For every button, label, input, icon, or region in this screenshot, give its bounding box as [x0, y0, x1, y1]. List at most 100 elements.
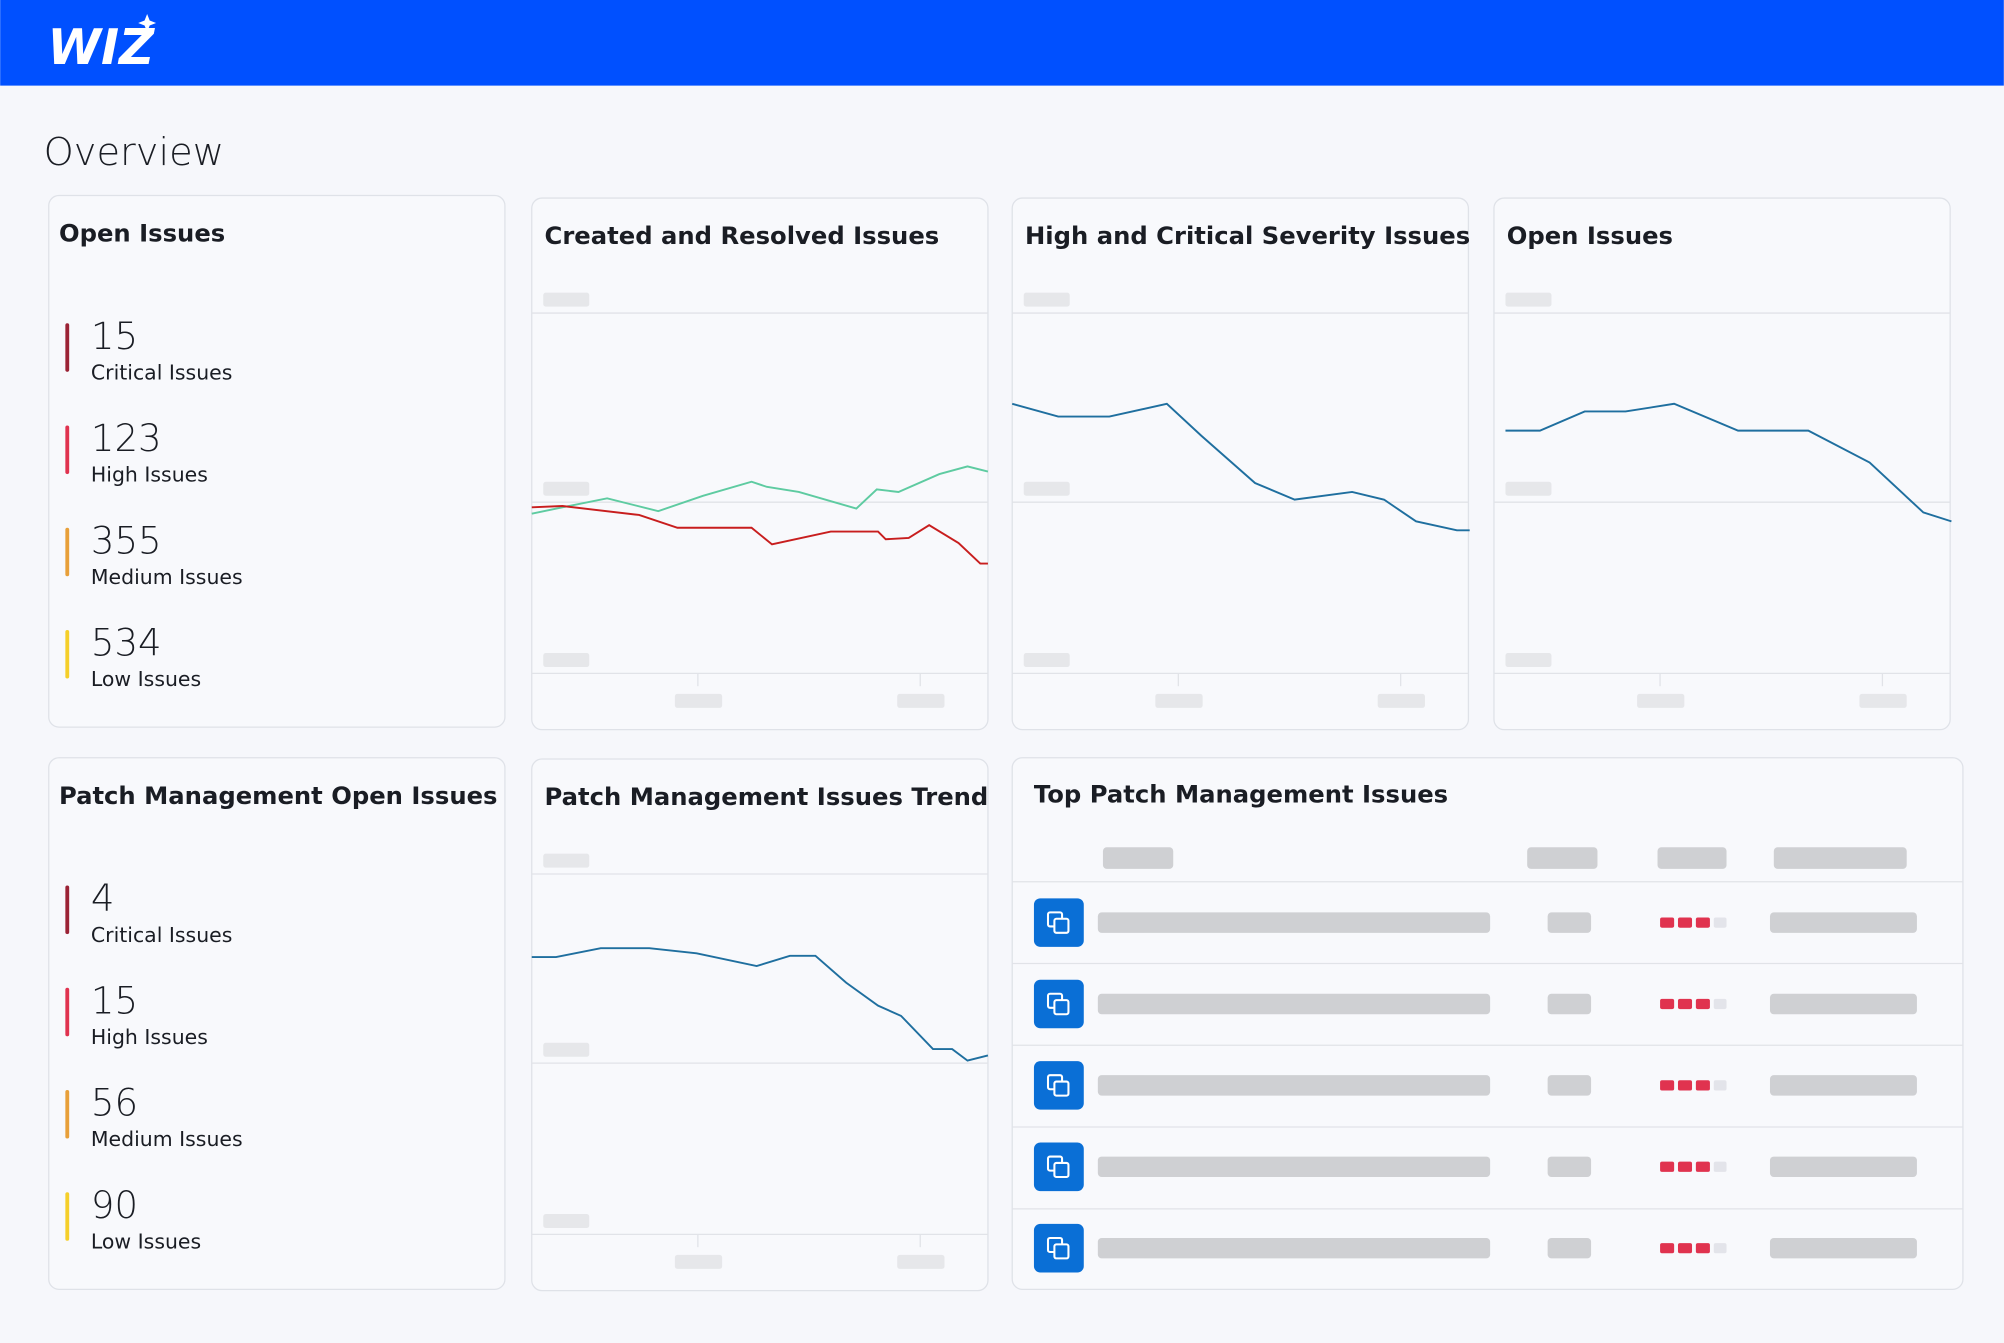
- card-title: Open Issues: [59, 219, 225, 248]
- severity-dot: [1695, 1080, 1710, 1091]
- cell-placeholder: [1769, 1237, 1917, 1259]
- severity-dot: [1660, 1243, 1675, 1254]
- severity-dot: [1660, 917, 1675, 928]
- severity-bar: [65, 1089, 70, 1139]
- icon-glyph: [1053, 917, 1070, 934]
- cell-placeholder: [1547, 1237, 1592, 1259]
- issue-label: Low Issues: [91, 667, 201, 691]
- severity-dot: [1695, 998, 1710, 1010]
- trend-line: [531, 465, 989, 515]
- name-placeholder: [1097, 1237, 1491, 1259]
- icon-glyph: [1053, 999, 1070, 1016]
- axis-label-placeholder: [1505, 292, 1552, 307]
- severity-bar: [65, 987, 70, 1037]
- logo: WIZ: [47, 20, 155, 76]
- severity-dot: [1677, 917, 1693, 928]
- severity-dot: [1660, 998, 1675, 1010]
- icon-glyph: [1053, 1080, 1070, 1097]
- axis-label-placeholder: [1023, 481, 1070, 496]
- issue-label: Critical Issues: [91, 923, 232, 947]
- card: [48, 194, 506, 728]
- issue-count: 123: [91, 417, 162, 460]
- issue-label: Low Issues: [91, 1229, 201, 1253]
- severity-bar: [65, 527, 70, 577]
- issue-label: High Issues: [91, 1025, 208, 1049]
- card: [1493, 197, 1951, 731]
- severity-bar: [65, 323, 70, 372]
- cell-placeholder: [1547, 1075, 1592, 1096]
- issue-count: 534: [91, 622, 162, 665]
- cell-placeholder: [1547, 912, 1592, 933]
- trend-line: [531, 505, 988, 565]
- severity-bar: [65, 1192, 70, 1241]
- severity-bar: [65, 885, 70, 935]
- trend-line: [531, 947, 989, 1062]
- trend-line: [1505, 402, 1952, 523]
- issue-count: 15: [91, 979, 138, 1022]
- issue-label: High Issues: [91, 463, 208, 487]
- x-label-placeholder: [1377, 693, 1425, 708]
- severity-dot: [1713, 1243, 1727, 1254]
- issue-label: Medium Issues: [91, 1127, 243, 1151]
- x-label-placeholder: [897, 1254, 945, 1269]
- issue-count: 355: [91, 519, 162, 562]
- axis-label-placeholder: [1023, 652, 1070, 668]
- card-title: Patch Management Issues Trend: [545, 782, 989, 811]
- axis-label-placeholder: [543, 853, 590, 868]
- severity-bar: [65, 629, 70, 679]
- severity-dot: [1713, 917, 1727, 928]
- card-title: High and Critical Severity Issues: [1025, 221, 1470, 250]
- card-title: Open Issues: [1507, 221, 1673, 250]
- issue-label: Critical Issues: [91, 361, 232, 385]
- severity-dot: [1695, 917, 1710, 928]
- header-placeholder: [1527, 847, 1598, 869]
- header-placeholder: [1657, 847, 1727, 869]
- cell-placeholder: [1547, 993, 1592, 1015]
- x-label-placeholder: [1859, 693, 1907, 708]
- icon-glyph: [1053, 1161, 1070, 1179]
- name-placeholder: [1097, 1075, 1491, 1096]
- name-placeholder: [1097, 993, 1491, 1015]
- axis-label-placeholder: [1023, 292, 1070, 307]
- axis-label-placeholder: [543, 292, 590, 307]
- axis-label-placeholder: [543, 652, 590, 668]
- cell-placeholder: [1769, 912, 1917, 933]
- axis-label-placeholder: [1505, 481, 1552, 496]
- header-bar: [0, 0, 2004, 86]
- severity-dot: [1677, 998, 1693, 1010]
- name-placeholder: [1097, 912, 1491, 933]
- card: [531, 758, 989, 1292]
- card: [1011, 757, 1964, 1290]
- name-placeholder: [1097, 1156, 1491, 1178]
- x-label-placeholder: [1155, 693, 1203, 708]
- card: [531, 197, 989, 731]
- axis-label-placeholder: [543, 481, 590, 496]
- card-title: Created and Resolved Issues: [545, 221, 940, 250]
- cell-placeholder: [1769, 1156, 1917, 1178]
- severity-dot: [1677, 1080, 1693, 1091]
- card: [48, 757, 506, 1290]
- card-title: Top Patch Management Issues: [1034, 779, 1448, 808]
- x-label-placeholder: [674, 1254, 723, 1269]
- issue-count: 4: [91, 877, 115, 920]
- logo-star: [138, 14, 157, 32]
- issue-count: 90: [91, 1184, 138, 1227]
- card-title: Patch Management Open Issues: [59, 781, 498, 810]
- trend-line: [1011, 402, 1470, 532]
- icon-glyph: [1053, 1243, 1070, 1260]
- cell-placeholder: [1769, 1075, 1917, 1096]
- header-placeholder: [1102, 847, 1174, 869]
- card: [1011, 197, 1470, 731]
- severity-dot: [1713, 998, 1727, 1010]
- cell-placeholder: [1547, 1156, 1592, 1178]
- severity-dot: [1677, 1161, 1693, 1172]
- severity-dot: [1677, 1243, 1693, 1254]
- severity-dot: [1660, 1161, 1675, 1172]
- axis-label-placeholder: [1505, 652, 1552, 668]
- severity-dot: [1713, 1080, 1727, 1091]
- axis-label-placeholder: [543, 1213, 590, 1228]
- page-title: Overview: [44, 130, 224, 175]
- axis-label-placeholder: [543, 1042, 590, 1057]
